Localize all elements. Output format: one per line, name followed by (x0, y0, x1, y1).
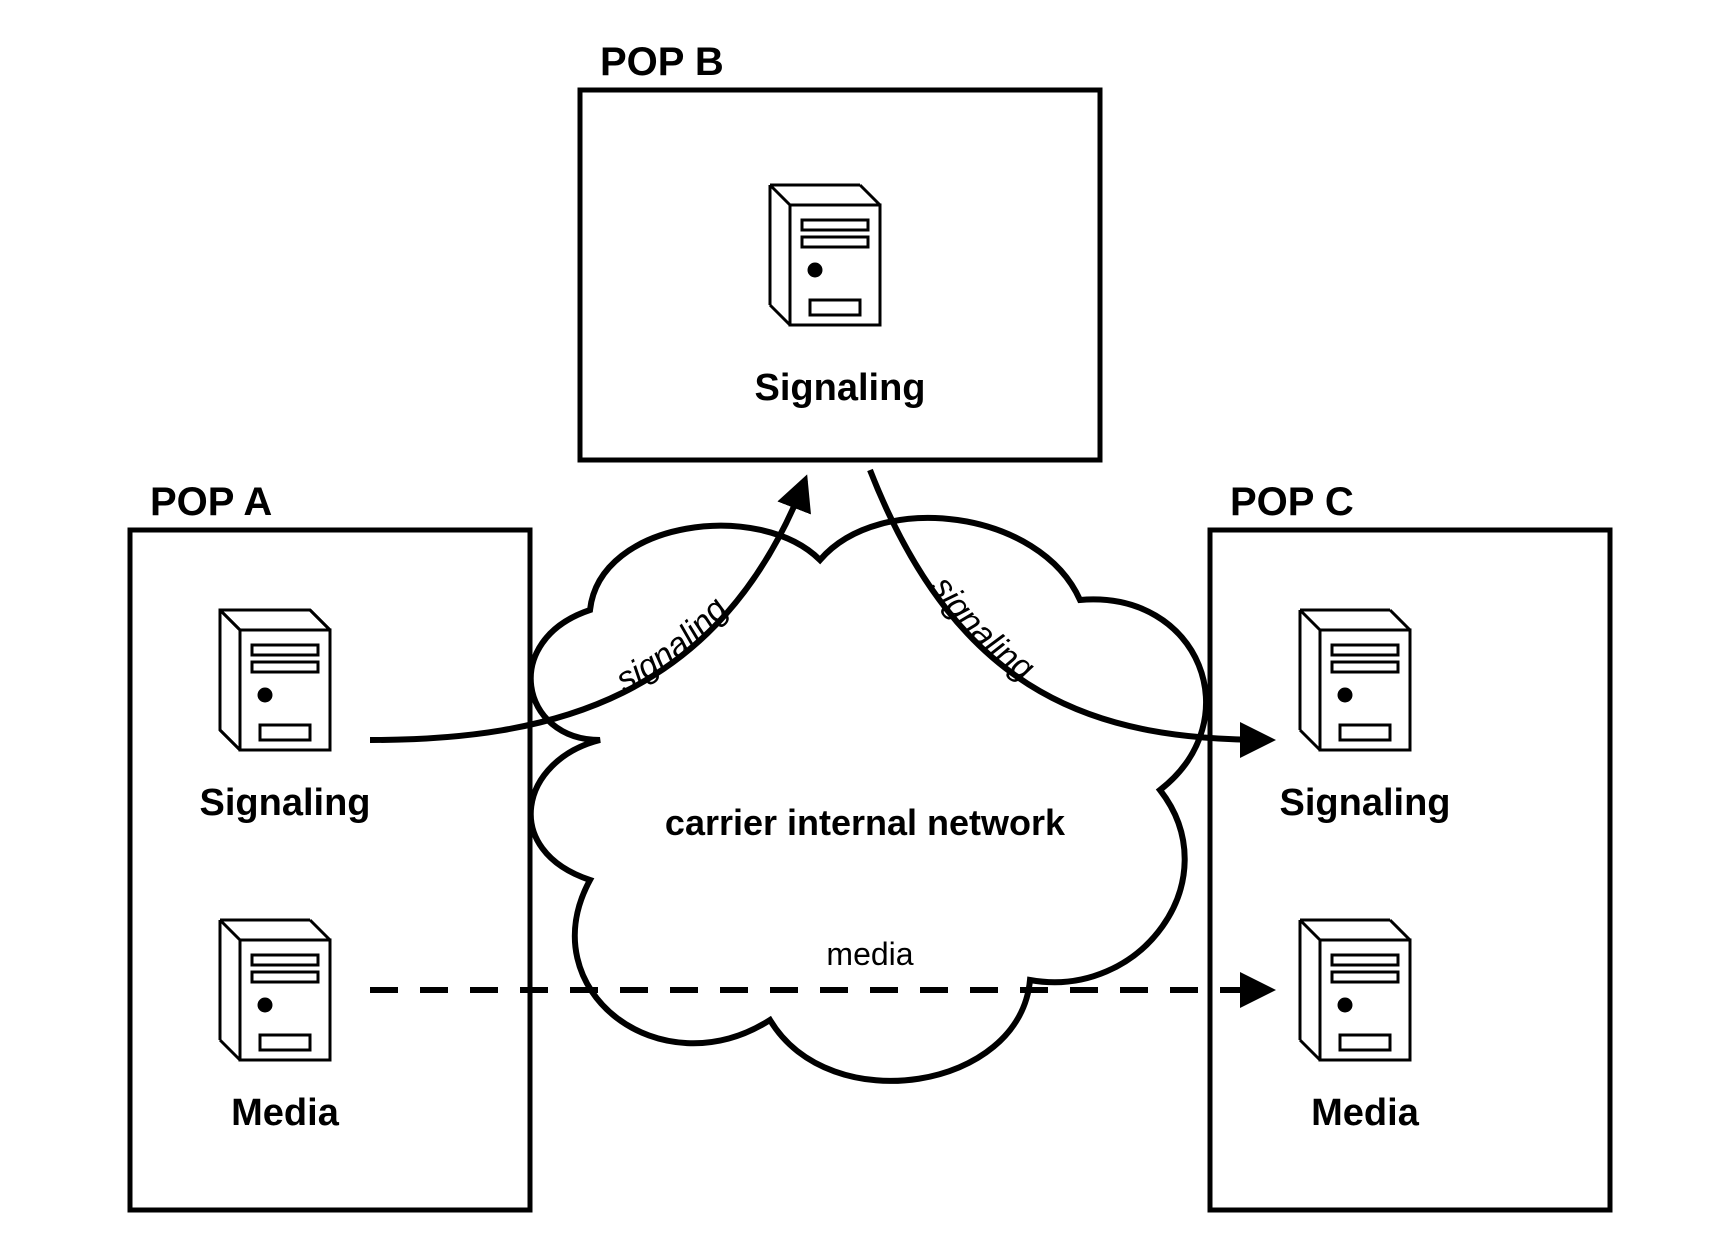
pop-a-signaling-server-icon (220, 610, 330, 750)
network-diagram: carrier internal network POP A Signaling (0, 0, 1716, 1256)
pop-c-signaling-label: Signaling (1280, 782, 1451, 824)
cloud-label: carrier internal network (665, 802, 1066, 843)
pop-c-title: POP C (1230, 480, 1354, 524)
pop-b-signaling-label: Signaling (755, 367, 926, 409)
pop-a-signaling-label: Signaling (200, 782, 371, 824)
pop-b-title: POP B (600, 40, 724, 84)
cloud-shape (531, 518, 1206, 1081)
edge-a-to-c-media-label: media (826, 936, 913, 972)
pop-a-title: POP A (150, 480, 272, 524)
pop-c-media-label: Media (1311, 1092, 1420, 1134)
pop-a: POP A Signaling (130, 480, 530, 1210)
pop-b: POP B Signaling (580, 40, 1100, 460)
cloud-carrier-network: carrier internal network (531, 518, 1206, 1081)
pop-c: POP C Signaling (1210, 480, 1610, 1210)
pop-a-media-label: Media (231, 1092, 340, 1134)
